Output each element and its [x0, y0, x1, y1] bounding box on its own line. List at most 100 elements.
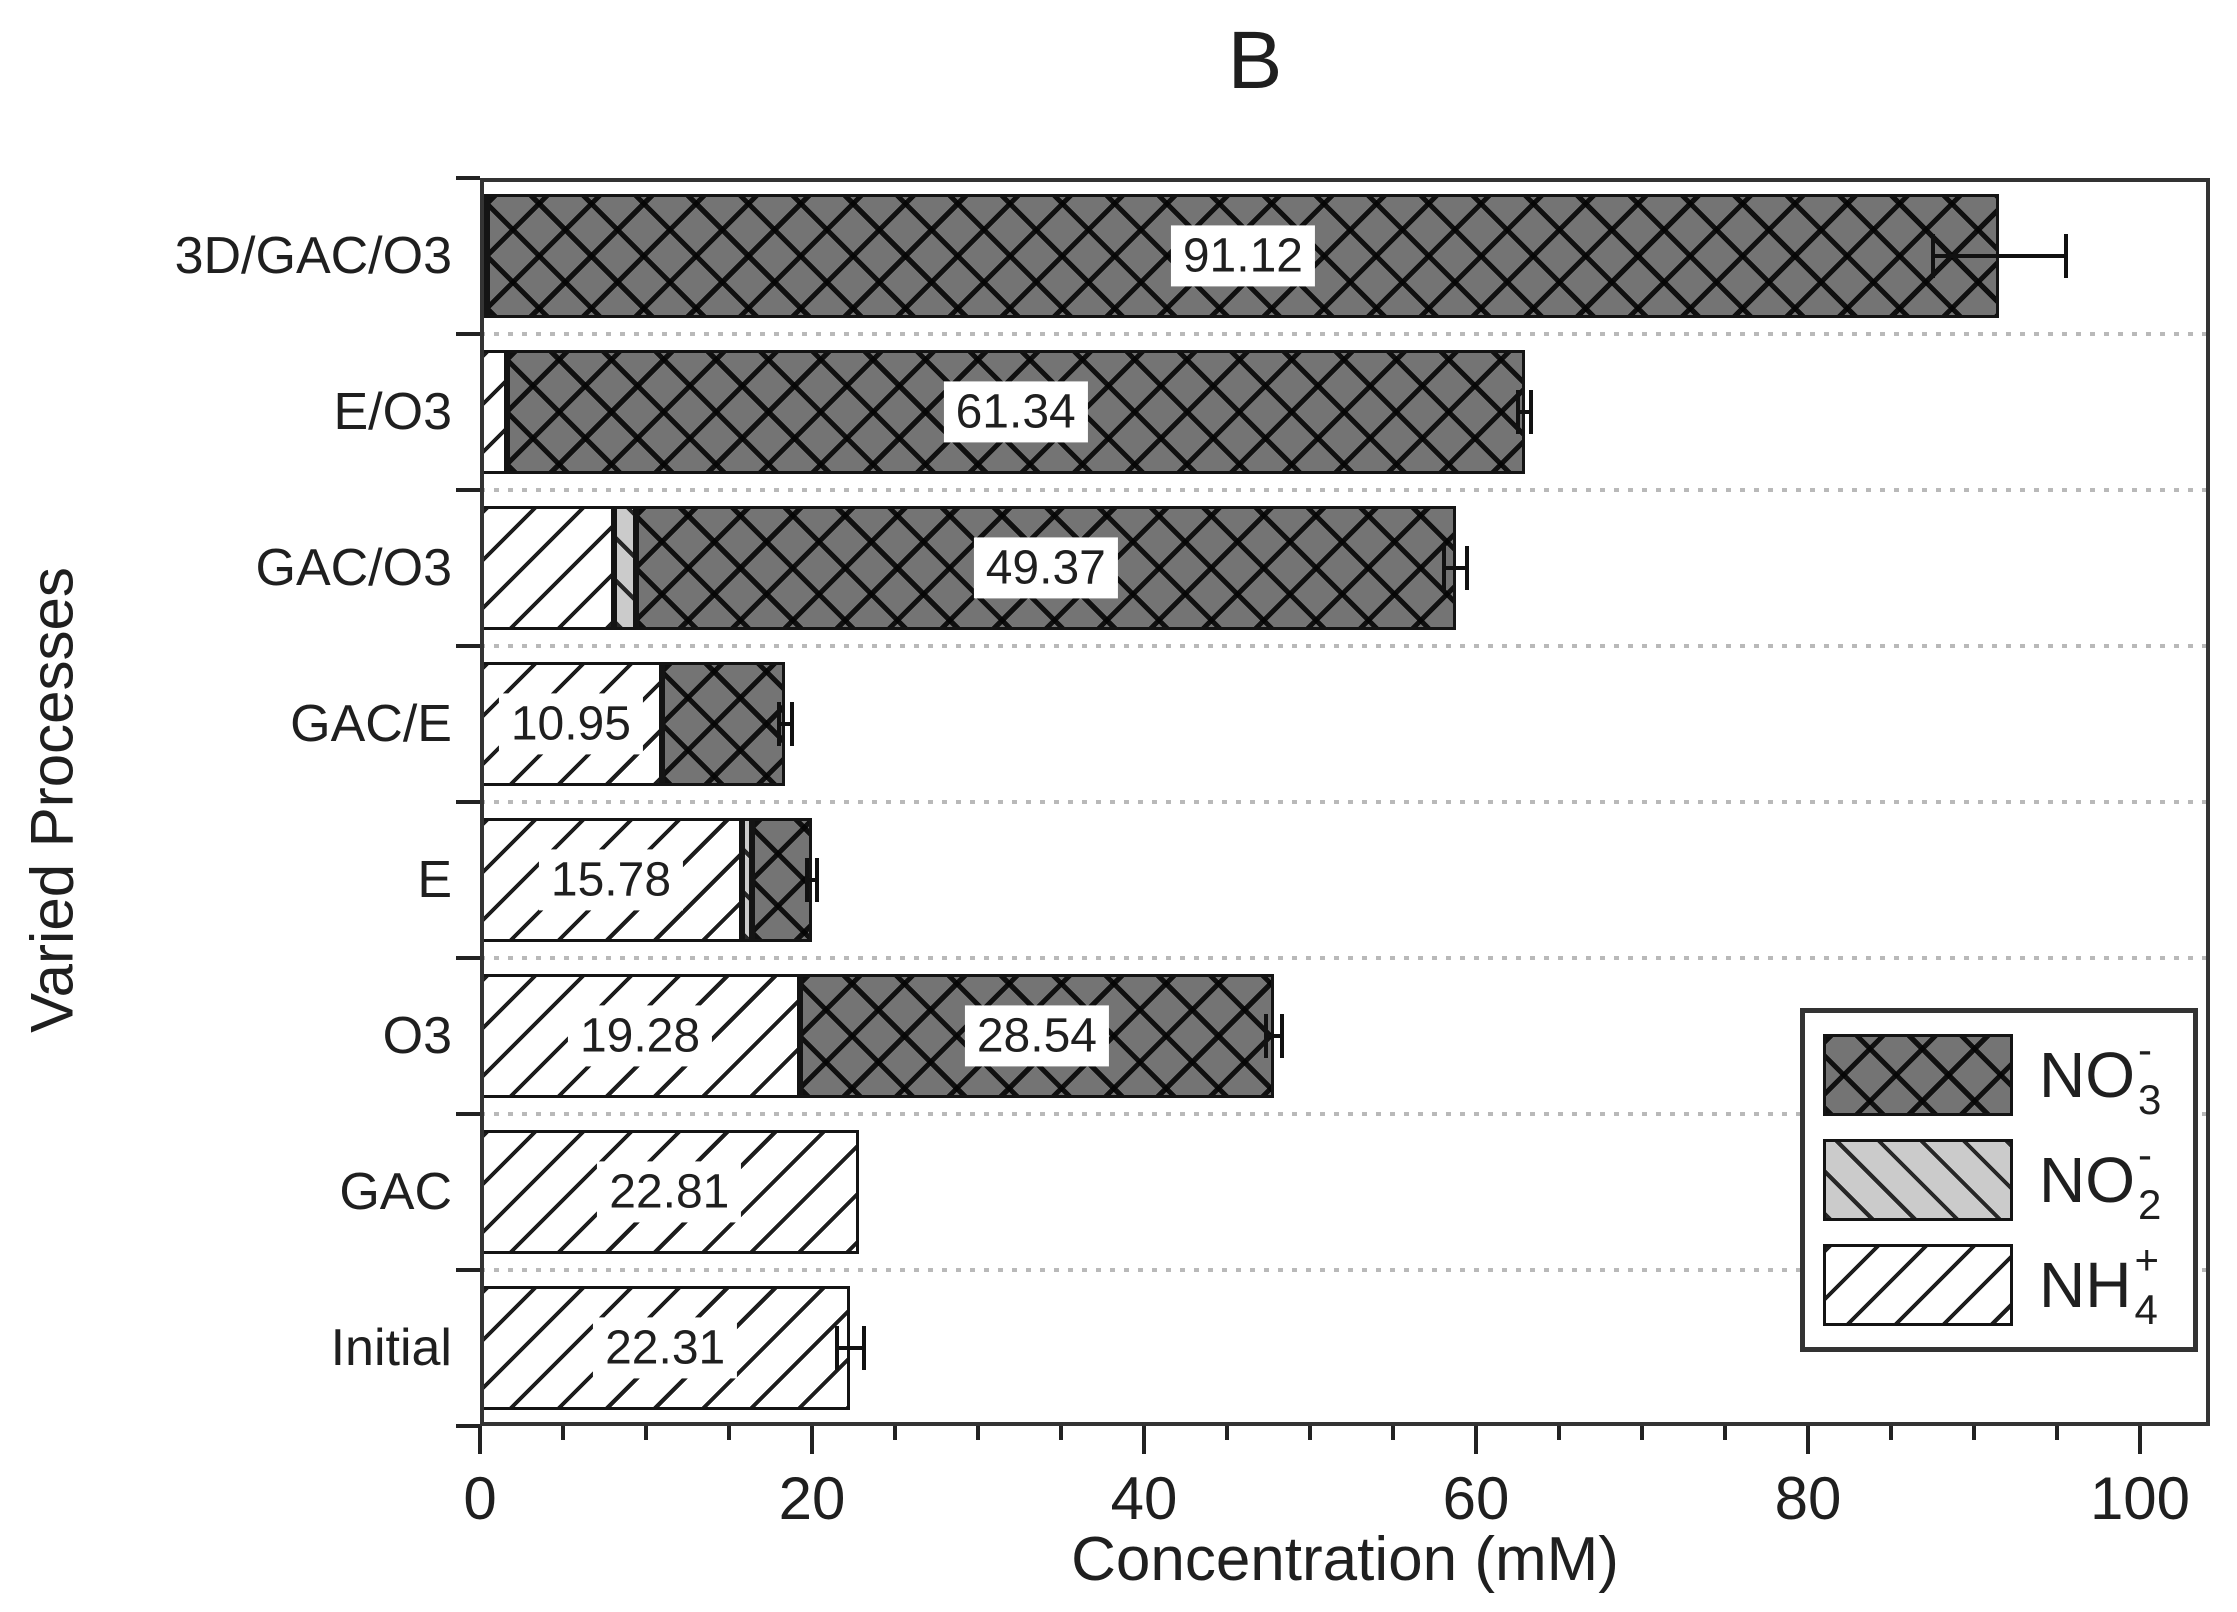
bar-segment-no2 — [614, 506, 637, 630]
error-bar-cap — [1441, 546, 1446, 590]
legend-label-subscript: 2 — [2138, 1180, 2162, 1228]
y-tick-label: Initial — [330, 1319, 452, 1377]
legend-swatch-nh4 — [1823, 1243, 2013, 1326]
x-axis-minor-tick — [1059, 1426, 1063, 1440]
bar-value-label: 91.12 — [1170, 225, 1315, 287]
y-tick-label: E — [417, 851, 452, 909]
error-bar-cap — [1930, 234, 1935, 278]
bar-segment-nh4 — [480, 506, 615, 630]
gridline — [480, 956, 2210, 960]
x-axis-minor-tick — [976, 1426, 980, 1440]
error-bar-cap — [814, 858, 819, 902]
y-axis-tick — [456, 1424, 480, 1428]
legend-label-subscript: 3 — [2138, 1076, 2162, 1124]
x-axis-major-tick — [478, 1426, 482, 1454]
error-bar-cap — [804, 858, 809, 902]
error-bar-cap — [1465, 546, 1470, 590]
x-axis-major-tick — [1806, 1426, 1810, 1454]
x-axis-major-tick — [2138, 1426, 2142, 1454]
legend-label-main: NO — [2039, 1143, 2135, 1216]
legend: NO -3 NO -2 NH +4 — [1800, 1008, 2198, 1352]
x-axis-major-tick — [810, 1426, 814, 1454]
legend-label-main: NO — [2039, 1039, 2135, 1112]
error-bar-line — [806, 878, 817, 882]
bar-value-label: 22.31 — [593, 1317, 738, 1379]
legend-label-main: NH — [2039, 1248, 2132, 1321]
plot-area: 91.12 61.34 49.37 10.95 15.78 19.28 28.54 22.81… — [480, 178, 2210, 1426]
bar-value-label: 15.78 — [538, 849, 684, 911]
error-bar-cap — [790, 702, 795, 746]
x-axis-minor-tick — [893, 1426, 897, 1440]
error-bar-cap — [1529, 390, 1534, 434]
legend-label-scripts: -3 — [2138, 1029, 2161, 1121]
bar-segment-nh4 — [480, 194, 487, 318]
legend-label-superscript: - — [2138, 1026, 2152, 1074]
y-tick-label: 3D/GAC/O3 — [174, 227, 452, 285]
x-axis-minor-tick — [1391, 1426, 1395, 1440]
x-axis-minor-tick — [644, 1426, 648, 1440]
error-bar-cap — [2063, 234, 2068, 278]
gridline — [480, 488, 2210, 492]
legend-item-no3: NO -3 — [1823, 1029, 2175, 1121]
bar-segment-no3 — [751, 818, 812, 942]
x-axis-major-tick — [1142, 1426, 1146, 1454]
y-axis-tick — [456, 1268, 480, 1272]
x-axis-minor-tick — [1557, 1426, 1561, 1440]
y-tick-label: GAC/O3 — [255, 539, 453, 597]
y-tick-label: GAC/E — [290, 695, 452, 753]
x-tick-label: 80 — [1774, 1465, 1842, 1532]
error-bar-cap — [1263, 1014, 1268, 1058]
bar-value-label: 22.81 — [597, 1161, 742, 1223]
gridline — [480, 1268, 2210, 1272]
legend-label-scripts: -2 — [2138, 1133, 2161, 1225]
error-bar-cap — [861, 1326, 866, 1370]
bar-value-label: 61.34 — [943, 381, 1088, 443]
error-bar-cap — [1516, 390, 1521, 434]
x-tick-label: 20 — [778, 1465, 846, 1532]
x-axis-major-tick — [1474, 1426, 1478, 1454]
legend-item-no2: NO -2 — [1823, 1133, 2175, 1225]
error-bar-line — [778, 722, 793, 726]
y-axis-tick — [456, 956, 480, 960]
y-axis-tick — [456, 1112, 480, 1116]
x-tick-label: 40 — [1110, 1465, 1178, 1532]
x-axis-minor-tick — [1972, 1426, 1976, 1440]
legend-label: NO -3 — [2039, 1029, 2161, 1121]
x-tick-label: 60 — [1442, 1465, 1510, 1532]
x-axis-minor-tick — [1723, 1426, 1727, 1440]
chart-title: B — [1227, 15, 1283, 106]
y-axis-tick — [456, 800, 480, 804]
bar-value-label: 10.95 — [498, 693, 643, 755]
error-bar-line — [1265, 1034, 1283, 1038]
x-tick-label: 100 — [2089, 1465, 2191, 1532]
gridline — [480, 800, 2210, 804]
x-axis-minor-tick — [1308, 1426, 1312, 1440]
x-axis-minor-tick — [1640, 1426, 1644, 1440]
legend-swatch-no3 — [1823, 1034, 2013, 1117]
y-axis-tick — [456, 332, 480, 336]
x-axis-minor-tick — [561, 1426, 565, 1440]
error-bar-line — [1443, 566, 1468, 570]
error-bar-cap — [835, 1326, 840, 1370]
legend-label-subscript: 4 — [2134, 1285, 2158, 1333]
error-bar-cap — [1280, 1014, 1285, 1058]
x-axis-minor-tick — [727, 1426, 731, 1440]
legend-label-scripts: +4 — [2134, 1238, 2159, 1330]
bar-value-label: 19.28 — [567, 1005, 713, 1067]
y-axis-title: Varied Processes — [18, 567, 86, 1033]
x-axis-title: Concentration (mM) — [1071, 1525, 1619, 1594]
legend-label-superscript: + — [2134, 1235, 2159, 1283]
error-bar-line — [1518, 410, 1532, 414]
y-axis-tick — [456, 176, 480, 180]
y-tick-label: GAC — [339, 1163, 452, 1221]
bar-segment-no2 — [741, 818, 752, 942]
bar-segment-nh4 — [480, 350, 507, 474]
legend-swatch-no2 — [1823, 1138, 2013, 1221]
bar-value-label: 49.37 — [973, 537, 1118, 599]
bar-value-label: 28.54 — [964, 1005, 1109, 1067]
error-bar-line — [837, 1346, 864, 1350]
x-tick-label: 0 — [463, 1465, 497, 1532]
legend-label: NO -2 — [2039, 1133, 2161, 1225]
error-bar-line — [1932, 254, 2066, 258]
